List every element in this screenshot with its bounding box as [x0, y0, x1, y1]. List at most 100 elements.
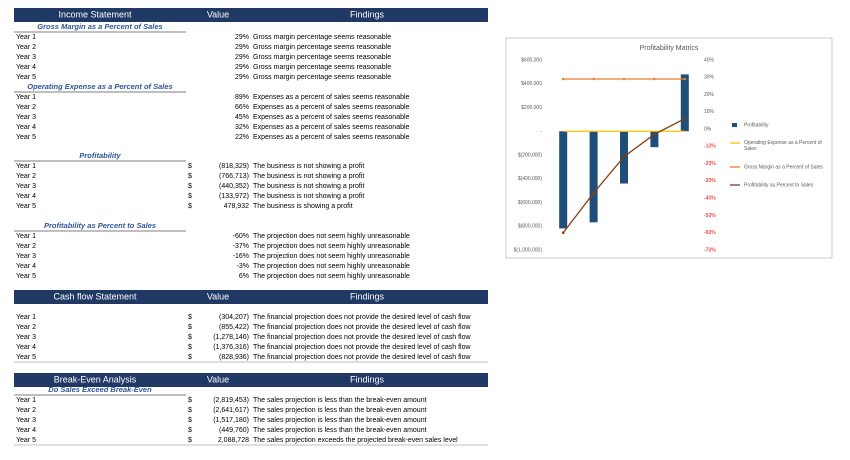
- y2-tick-label: 20%: [704, 92, 715, 98]
- finding: Expenses as a percent of sales seems rea…: [253, 104, 410, 111]
- row-label: Year 2: [16, 44, 36, 51]
- legend-label: Profitability as Percent to Sales: [744, 182, 814, 188]
- value: (1,376,316): [213, 344, 249, 351]
- column-header: Income Statement: [58, 9, 132, 19]
- value: 29%: [235, 74, 249, 81]
- y-tick-label: $(1,000,000): [514, 247, 543, 253]
- group-title: Do Sales Exceed Break-Even: [48, 385, 152, 394]
- value: 478,932: [224, 203, 249, 210]
- value: 29%: [235, 64, 249, 71]
- row-label: Year 3: [16, 114, 36, 121]
- y-tick-label: $(800,000): [518, 224, 543, 230]
- bar: [589, 131, 598, 223]
- currency: $: [188, 324, 192, 331]
- bar: [559, 131, 568, 229]
- value: -60%: [233, 233, 249, 240]
- y2-tick-label: 30%: [704, 75, 715, 81]
- finding: The business is not showing a profit: [253, 193, 364, 200]
- value: 2,088,728: [218, 437, 249, 444]
- column-header: Findings: [350, 374, 385, 384]
- row-label: Year 3: [16, 183, 36, 190]
- row-label: Year 2: [16, 407, 36, 414]
- currency: $: [188, 334, 192, 341]
- currency: $: [188, 163, 192, 170]
- y2-tick-label: -20%: [704, 161, 716, 167]
- currency: $: [188, 407, 192, 414]
- currency: $: [188, 354, 192, 361]
- value: -3%: [237, 263, 249, 270]
- row-label: Year 1: [16, 314, 36, 321]
- y-tick-label: $(600,000): [518, 200, 543, 206]
- value: (1,517,180): [213, 417, 249, 424]
- value: 29%: [235, 54, 249, 61]
- row-label: Year 3: [16, 253, 36, 260]
- y-tick-label: -: [540, 129, 542, 135]
- finding: Expenses as a percent of sales seems rea…: [253, 124, 410, 131]
- row-label: Year 4: [16, 427, 36, 434]
- finding: The financial projection does not provid…: [253, 354, 471, 361]
- finding: Gross margin percentage seems reasonable: [253, 64, 391, 71]
- finding: The projection does not seem highly unre…: [253, 273, 410, 280]
- column-header: Value: [207, 374, 229, 384]
- row-label: Year 5: [16, 273, 36, 280]
- chart-frame: [505, 37, 833, 259]
- value: (818,329): [219, 163, 249, 170]
- row-label: Year 1: [16, 233, 36, 240]
- row-label: Year 5: [16, 437, 36, 444]
- bar: [650, 131, 659, 148]
- column-header: Findings: [350, 291, 385, 301]
- y-tick-label: $(400,000): [518, 176, 543, 182]
- y2-tick-label: -40%: [704, 196, 716, 202]
- column-header: Value: [207, 291, 229, 301]
- currency: $: [188, 203, 192, 210]
- row-label: Year 2: [16, 173, 36, 180]
- row-label: Year 5: [16, 354, 36, 361]
- column-header: Cash flow Statement: [53, 291, 137, 301]
- row-label: Year 3: [16, 54, 36, 61]
- value: (440,352): [219, 183, 249, 190]
- marker: [592, 77, 595, 81]
- currency: $: [188, 344, 192, 351]
- row-label: Year 2: [16, 324, 36, 331]
- y2-tick-label: -60%: [704, 230, 716, 236]
- marker: [622, 155, 626, 159]
- finding: The sales projection is less than the br…: [253, 397, 427, 404]
- legend-label: Profitability: [744, 122, 769, 128]
- value: (449,760): [219, 427, 249, 434]
- y-tick-label: $600,000: [521, 57, 542, 63]
- finding: The business is not showing a profit: [253, 183, 364, 190]
- finding: The business is not showing a profit: [253, 163, 364, 170]
- y2-tick-label: -50%: [704, 213, 716, 219]
- row-label: Year 1: [16, 163, 36, 170]
- marker: [622, 77, 626, 81]
- finding: Gross margin percentage seems reasonable: [253, 74, 391, 81]
- legend-swatch: [732, 123, 737, 127]
- value: 45%: [235, 114, 249, 121]
- y2-tick-label: -70%: [704, 247, 716, 253]
- column-header: Value: [207, 9, 229, 19]
- finding: The financial projection does not provid…: [253, 324, 471, 331]
- row-label: Year 4: [16, 193, 36, 200]
- currency: $: [188, 417, 192, 424]
- finding: The financial projection does not provid…: [253, 314, 471, 321]
- y2-tick-label: -30%: [704, 178, 716, 184]
- finding: The sales projection is less than the br…: [253, 427, 427, 434]
- legend-label: Gross Margin as a Percent of Sales: [744, 164, 823, 170]
- row-label: Year 4: [16, 124, 36, 131]
- y-tick-label: $400,000: [521, 81, 542, 87]
- value: (304,207): [219, 314, 249, 321]
- row-label: Year 5: [16, 203, 36, 210]
- finding: The sales projection is less than the br…: [253, 417, 427, 424]
- row-label: Year 4: [16, 64, 36, 71]
- finding: Expenses as a percent of sales seems rea…: [253, 134, 410, 141]
- finding: Expenses as a percent of sales seems rea…: [253, 94, 410, 101]
- row-label: Year 2: [16, 104, 36, 111]
- group-title: Profitability as Percent to Sales: [44, 221, 156, 230]
- value: -37%: [233, 243, 249, 250]
- group-title: Gross Margin as a Percent of Sales: [37, 22, 162, 31]
- currency: $: [188, 397, 192, 404]
- currency: $: [188, 427, 192, 434]
- finding: The sales projection exceeds the project…: [253, 437, 458, 444]
- finding: Gross margin percentage seems reasonable: [253, 54, 391, 61]
- chart-title: Profitability Matrics: [640, 45, 699, 52]
